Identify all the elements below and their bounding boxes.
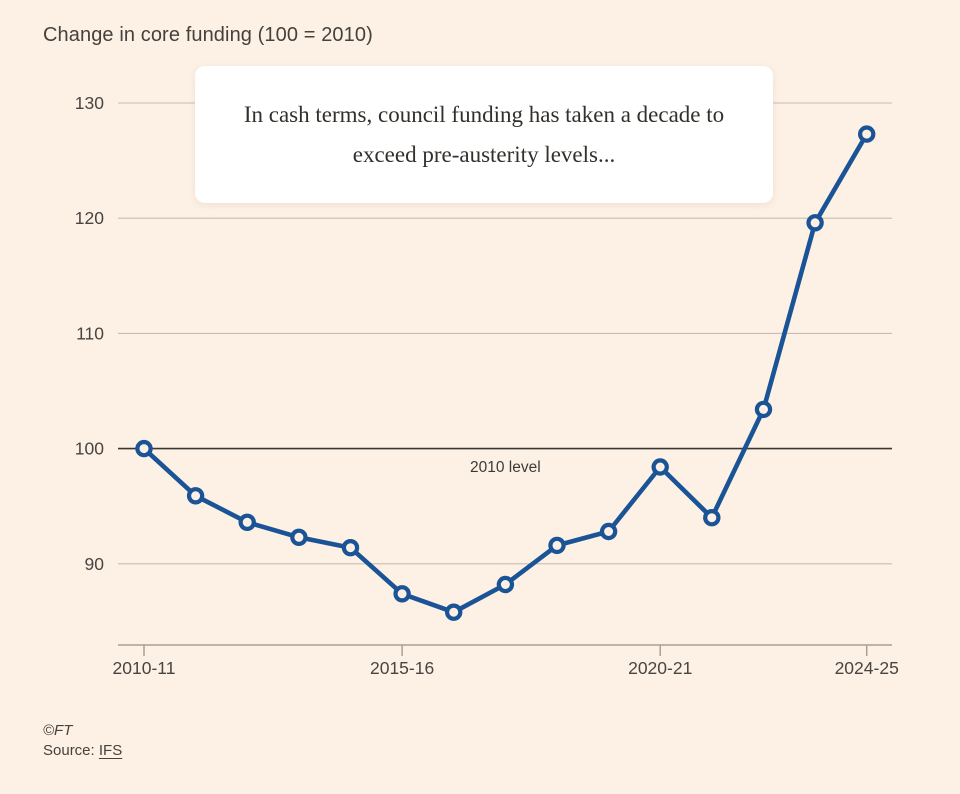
- data-point-2013-14[interactable]: [290, 528, 308, 547]
- data-point-2011-12[interactable]: [186, 487, 205, 505]
- source-label: Source:: [43, 742, 99, 759]
- y-tick-label-100: 100: [75, 439, 104, 459]
- data-point-2017-18[interactable]: [496, 575, 515, 594]
- y-tick-label-130: 130: [75, 93, 104, 113]
- chart-footer: ©FT Source: IFS: [43, 721, 122, 761]
- source-line: Source: IFS: [43, 741, 122, 761]
- chart-title: Change in core funding (100 = 2010): [43, 24, 373, 46]
- data-point-2016-17[interactable]: [445, 603, 463, 621]
- x-tick-label-2015-16: 2015-16: [370, 658, 434, 678]
- data-point-2010-11[interactable]: [135, 439, 153, 458]
- ft-copyright: ©FT: [43, 722, 73, 739]
- data-point-2021-22[interactable]: [703, 509, 721, 527]
- data-point-2018-19[interactable]: [548, 536, 566, 555]
- source-link-ifs[interactable]: IFS: [98, 742, 123, 759]
- data-point-2012-13[interactable]: [238, 513, 256, 532]
- x-tick-label-2020-21: 2020-21: [628, 658, 692, 678]
- x-tick-label-2024-25: 2024-25: [835, 658, 899, 678]
- y-tick-label-110: 110: [76, 323, 104, 343]
- funding-line-series: [141, 131, 870, 615]
- y-tick-label-120: 120: [75, 208, 104, 228]
- data-point-2019-20[interactable]: [599, 522, 618, 541]
- data-point-2014-15[interactable]: [341, 539, 360, 557]
- data-point-2020-21[interactable]: [651, 458, 669, 476]
- x-tick-label-2010-11: 2010-11: [113, 658, 176, 678]
- data-point-2023-24[interactable]: [806, 214, 824, 232]
- data-point-2022-23[interactable]: [754, 400, 773, 419]
- reference-line-label: 2010 level: [470, 459, 541, 476]
- annotation-box: In cash terms, council funding has taken…: [195, 66, 773, 203]
- data-point-2015-16[interactable]: [393, 585, 411, 603]
- annotation-text: In cash terms, council funding has taken…: [243, 101, 725, 167]
- data-point-2024-25[interactable]: [858, 125, 876, 143]
- y-tick-label-90: 90: [85, 554, 105, 574]
